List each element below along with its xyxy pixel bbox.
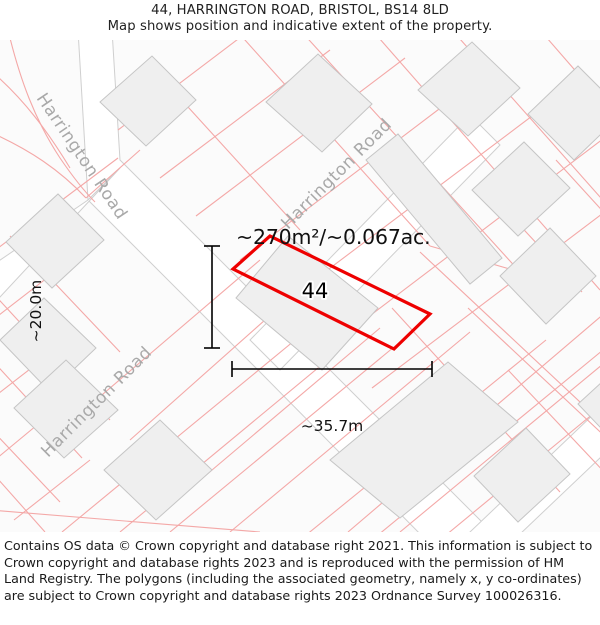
height-measurement-label: ~20.0m xyxy=(27,279,45,343)
copyright-footer: Contains OS data © Crown copyright and d… xyxy=(0,532,600,625)
property-boundary-outline[interactable] xyxy=(230,234,433,351)
plot-number-label: 44 xyxy=(302,279,329,303)
building xyxy=(471,141,571,237)
area-measurement-label: ~270m²/~0.067ac. xyxy=(236,225,431,249)
building xyxy=(473,427,571,523)
building xyxy=(329,361,519,519)
building xyxy=(103,419,213,521)
building xyxy=(265,53,373,153)
building xyxy=(577,383,600,428)
building xyxy=(417,41,521,137)
building xyxy=(499,227,597,325)
building xyxy=(5,193,105,289)
building-footprints xyxy=(0,41,600,523)
building xyxy=(99,55,197,147)
dimension-lines xyxy=(204,245,433,377)
page-subtitle: Map shows position and indicative extent… xyxy=(107,19,493,34)
width-measurement-label: ~35.7m xyxy=(300,417,364,435)
road-band-harrington-main xyxy=(78,40,493,532)
building xyxy=(13,359,119,459)
property-map[interactable]: Harrington Road Harrington Road Harringt… xyxy=(0,40,600,532)
building xyxy=(527,65,600,161)
page-title: 44, HARRINGTON ROAD, BRISTOL, BS14 8LD xyxy=(151,3,449,18)
map-header: 44, HARRINGTON ROAD, BRISTOL, BS14 8LD M… xyxy=(0,0,600,40)
building-strip xyxy=(365,133,503,285)
